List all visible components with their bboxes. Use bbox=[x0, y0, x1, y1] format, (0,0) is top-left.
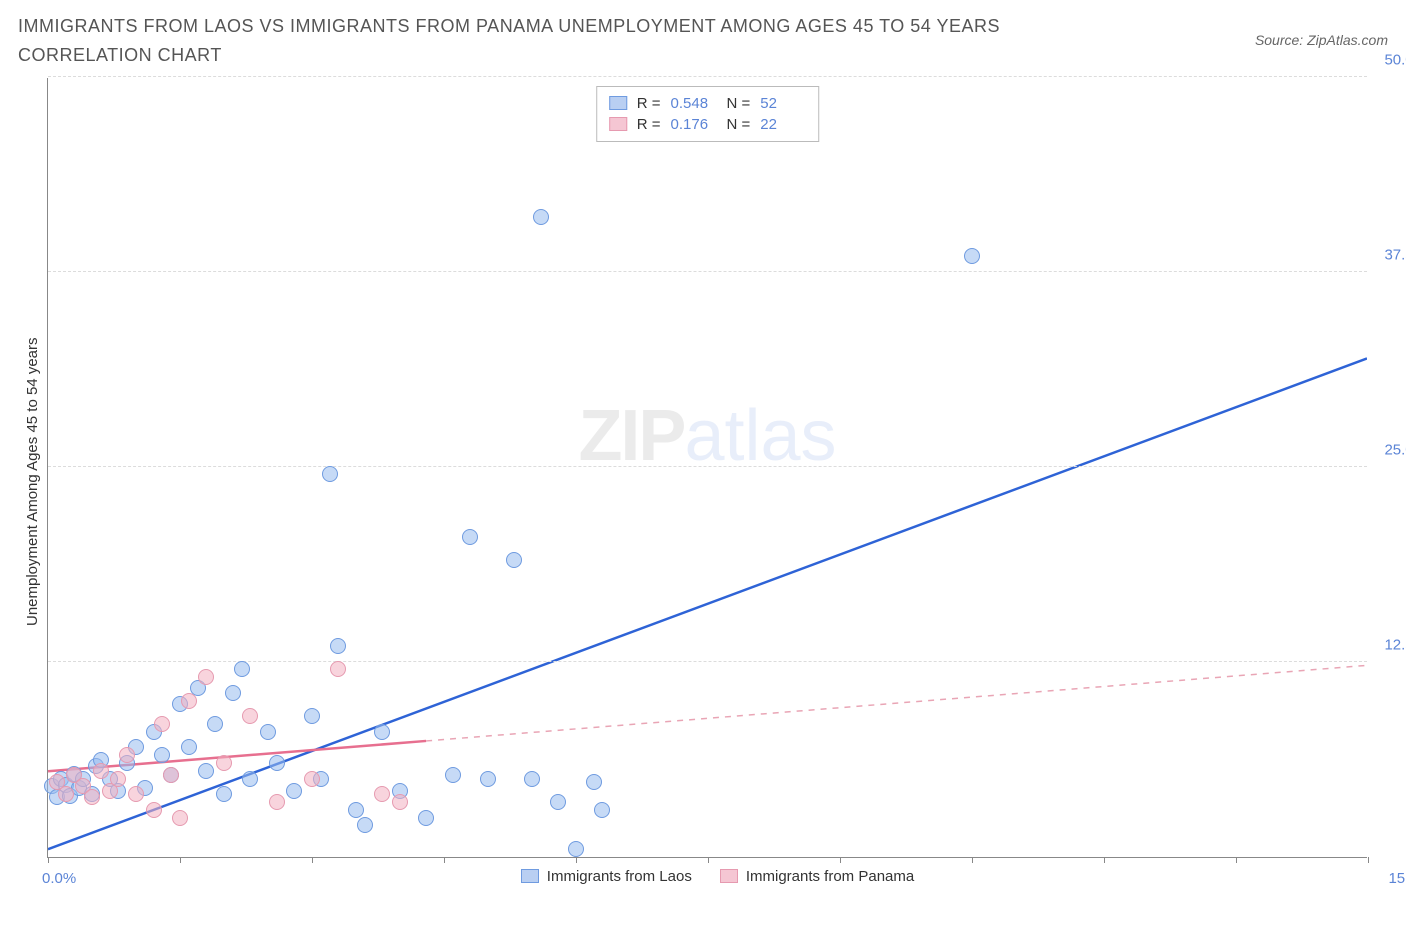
data-point bbox=[568, 841, 584, 857]
data-point bbox=[93, 763, 109, 779]
regression-lines bbox=[48, 78, 1367, 857]
x-tick bbox=[180, 857, 181, 863]
data-point bbox=[462, 529, 478, 545]
data-point bbox=[304, 708, 320, 724]
x-tick bbox=[1368, 857, 1369, 863]
legend-series-item: Immigrants from Panama bbox=[720, 868, 914, 885]
data-point bbox=[154, 747, 170, 763]
data-point bbox=[181, 693, 197, 709]
data-point bbox=[533, 209, 549, 225]
data-point bbox=[172, 810, 188, 826]
data-point bbox=[242, 708, 258, 724]
y-tick-label: 37.5% bbox=[1384, 246, 1406, 263]
data-point bbox=[586, 774, 602, 790]
x-tick bbox=[1104, 857, 1105, 863]
x-tick bbox=[444, 857, 445, 863]
data-point bbox=[357, 817, 373, 833]
x-tick bbox=[576, 857, 577, 863]
y-axis-title: Unemployment Among Ages 45 to 54 years bbox=[18, 232, 47, 732]
x-tick bbox=[708, 857, 709, 863]
data-point bbox=[110, 771, 126, 787]
data-point bbox=[304, 771, 320, 787]
y-tick-label: 25.0% bbox=[1384, 441, 1406, 458]
gridline bbox=[48, 466, 1367, 467]
plot-area: ZIPatlas R =0.548N =52R =0.176N =22 12.5… bbox=[47, 78, 1367, 858]
data-point bbox=[146, 802, 162, 818]
gridline bbox=[48, 661, 1367, 662]
data-point bbox=[225, 685, 241, 701]
data-point bbox=[154, 716, 170, 732]
data-point bbox=[964, 248, 980, 264]
data-point bbox=[418, 810, 434, 826]
data-point bbox=[269, 794, 285, 810]
data-point bbox=[374, 786, 390, 802]
data-point bbox=[330, 638, 346, 654]
data-point bbox=[242, 771, 258, 787]
x-tick bbox=[840, 857, 841, 863]
x-tick-label: 15.0% bbox=[1388, 870, 1406, 887]
data-point bbox=[506, 552, 522, 568]
x-tick bbox=[48, 857, 49, 863]
data-point bbox=[119, 747, 135, 763]
data-point bbox=[550, 794, 566, 810]
data-point bbox=[216, 755, 232, 771]
data-point bbox=[445, 767, 461, 783]
source-attribution: Source: ZipAtlas.com bbox=[1255, 12, 1388, 48]
data-point bbox=[348, 802, 364, 818]
legend-series-item: Immigrants from Laos bbox=[521, 868, 692, 885]
x-tick-label: 0.0% bbox=[42, 870, 76, 887]
legend-stats-box: R =0.548N =52R =0.176N =22 bbox=[596, 86, 820, 142]
data-point bbox=[207, 716, 223, 732]
data-point bbox=[260, 724, 276, 740]
data-point bbox=[234, 661, 250, 677]
y-tick-label: 50.0% bbox=[1384, 51, 1406, 68]
legend-stat-row: R =0.176N =22 bbox=[609, 114, 807, 135]
gridline bbox=[48, 76, 1367, 77]
x-tick bbox=[312, 857, 313, 863]
x-tick bbox=[972, 857, 973, 863]
chart-title: IMMIGRANTS FROM LAOS VS IMMIGRANTS FROM … bbox=[18, 12, 1118, 70]
data-point bbox=[392, 794, 408, 810]
data-point bbox=[594, 802, 610, 818]
legend-bottom: Immigrants from Laos Immigrants from Pana… bbox=[47, 868, 1388, 888]
gridline bbox=[48, 271, 1367, 272]
data-point bbox=[58, 786, 74, 802]
data-point bbox=[128, 786, 144, 802]
data-point bbox=[374, 724, 390, 740]
data-point bbox=[269, 755, 285, 771]
data-point bbox=[286, 783, 302, 799]
correlation-chart: Unemployment Among Ages 45 to 54 years Z… bbox=[18, 78, 1388, 888]
legend-stat-row: R =0.548N =52 bbox=[609, 93, 807, 114]
data-point bbox=[480, 771, 496, 787]
data-point bbox=[322, 466, 338, 482]
y-tick-label: 12.5% bbox=[1384, 636, 1406, 653]
data-point bbox=[216, 786, 232, 802]
data-point bbox=[198, 669, 214, 685]
data-point bbox=[330, 661, 346, 677]
data-point bbox=[84, 789, 100, 805]
data-point bbox=[198, 763, 214, 779]
data-point bbox=[163, 767, 179, 783]
data-point bbox=[181, 739, 197, 755]
x-tick bbox=[1236, 857, 1237, 863]
data-point bbox=[524, 771, 540, 787]
